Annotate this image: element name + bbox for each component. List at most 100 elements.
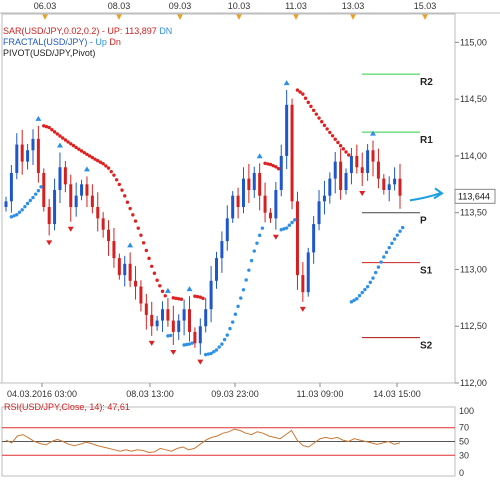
candle-body	[74, 195, 78, 208]
time-tick-label: 08.03 13:00	[126, 389, 174, 399]
pivot-legend-name: PIVOT(USD/JPY,Pivot)	[3, 48, 96, 58]
sar-dot	[309, 104, 313, 109]
candle-body	[387, 184, 391, 190]
sar-dot	[201, 296, 205, 301]
sar-dot	[144, 248, 149, 253]
candle-body	[279, 155, 283, 190]
sar-legend-name: SAR(USD/JPY,0.02,0.2)	[3, 26, 100, 36]
session-marker	[422, 14, 428, 20]
sar-dot	[220, 342, 224, 346]
sar-dot	[325, 127, 329, 131]
rsi-legend-name: RSI(USD/JPY,Close, 14)	[4, 402, 103, 412]
sar-dot	[23, 204, 27, 209]
rsi-level-label: 30	[459, 450, 469, 460]
fractal-dn-marker	[359, 191, 366, 197]
sar-dot	[241, 288, 246, 292]
fractal-up-marker	[56, 142, 63, 148]
sar-dot	[185, 342, 189, 347]
sar-dot	[195, 294, 200, 299]
rsi-level-label: 70	[459, 423, 469, 433]
sar-dot	[15, 213, 19, 217]
candle-body	[225, 218, 229, 242]
sar-dot	[104, 164, 108, 168]
session-marker	[293, 14, 299, 20]
sar-dot	[206, 352, 211, 356]
sar-dot	[365, 284, 370, 289]
sar-dot	[152, 271, 157, 275]
sar-dot	[363, 287, 367, 292]
sar-dot	[69, 142, 73, 146]
rsi-legend-value: 47,61	[107, 402, 130, 412]
sar-dot	[31, 195, 35, 200]
candle-body	[328, 178, 332, 196]
candle-body	[220, 241, 224, 259]
sar-dot	[90, 155, 95, 160]
candle-body	[36, 138, 40, 173]
pivot-level-label: P	[420, 216, 427, 227]
sar-dot	[374, 270, 378, 275]
sar-dot	[150, 264, 154, 269]
candle-body	[117, 258, 121, 276]
candle-body	[231, 195, 235, 219]
sar-dot	[33, 192, 38, 196]
top-date-label: 09.03	[169, 1, 192, 11]
sar-dot	[106, 166, 111, 170]
rsi-panel: 100 70 50 30 0	[1, 406, 474, 478]
sar-dot	[333, 137, 337, 141]
sar-dot	[295, 88, 300, 92]
sar-dot	[85, 152, 89, 157]
sar-dot	[341, 147, 346, 151]
sar-dot	[357, 293, 362, 298]
sar-dot	[330, 134, 335, 138]
sar-dot	[376, 265, 381, 269]
top-date-label: 06.03	[34, 1, 57, 11]
candle-body	[204, 309, 208, 327]
candle-body	[193, 331, 197, 344]
sar-dot	[123, 194, 127, 198]
top-date-label: 11.03	[285, 1, 307, 11]
sar-dot	[390, 241, 394, 246]
candle-body	[263, 195, 267, 213]
fractal-up-marker	[256, 153, 263, 159]
sar-dot	[344, 150, 348, 154]
sar-dot	[125, 200, 130, 204]
sar-dot	[20, 208, 24, 212]
candle-body	[258, 172, 262, 196]
session-marker	[42, 14, 48, 20]
sar-dot	[139, 233, 143, 237]
sar-dot	[128, 206, 132, 211]
sar-dot	[160, 289, 165, 294]
sar-dot	[87, 154, 92, 158]
sar-dot	[247, 268, 251, 272]
sar-dot	[42, 124, 46, 128]
sar-dot	[193, 294, 197, 298]
top-date-axis: 06.03 08.03 09.03 10.03 11.03 13.03 15.03	[0, 1, 500, 20]
fractal-up-marker	[35, 115, 42, 121]
sar-dot	[338, 144, 343, 148]
candle-body	[241, 178, 245, 208]
rsi-level-label: 50	[459, 437, 469, 447]
candle-body	[107, 229, 111, 242]
sar-legend-value: UP: 113,897	[107, 26, 157, 36]
candle-body	[31, 138, 35, 151]
time-tick-label: 04.03.2016 03:00	[7, 389, 77, 399]
sar-dot	[60, 136, 65, 140]
sar-dot	[322, 123, 327, 128]
pivot-level-label: R2	[420, 77, 433, 88]
sar-dot	[79, 149, 84, 153]
price-axis: 112,00 112,50 113,00 113,50 114,00 114,50 115,…	[454, 37, 496, 388]
candle-body	[198, 326, 202, 344]
last-price-box	[454, 188, 496, 204]
sar-dot	[266, 162, 270, 166]
candle-body	[333, 161, 337, 179]
candle-body	[274, 189, 278, 219]
sar-dot	[109, 169, 113, 174]
sar-dot	[212, 350, 216, 354]
candle-body	[26, 150, 30, 162]
sar-dot	[44, 124, 49, 129]
pivot-level-label: R1	[420, 135, 433, 146]
sar-dot	[382, 255, 386, 259]
time-axis: 04.03.2016 03:00 08.03 13:00 09.03 23:00 11…	[0, 382, 455, 399]
rsi-line	[5, 428, 401, 454]
candle-body	[155, 320, 159, 327]
